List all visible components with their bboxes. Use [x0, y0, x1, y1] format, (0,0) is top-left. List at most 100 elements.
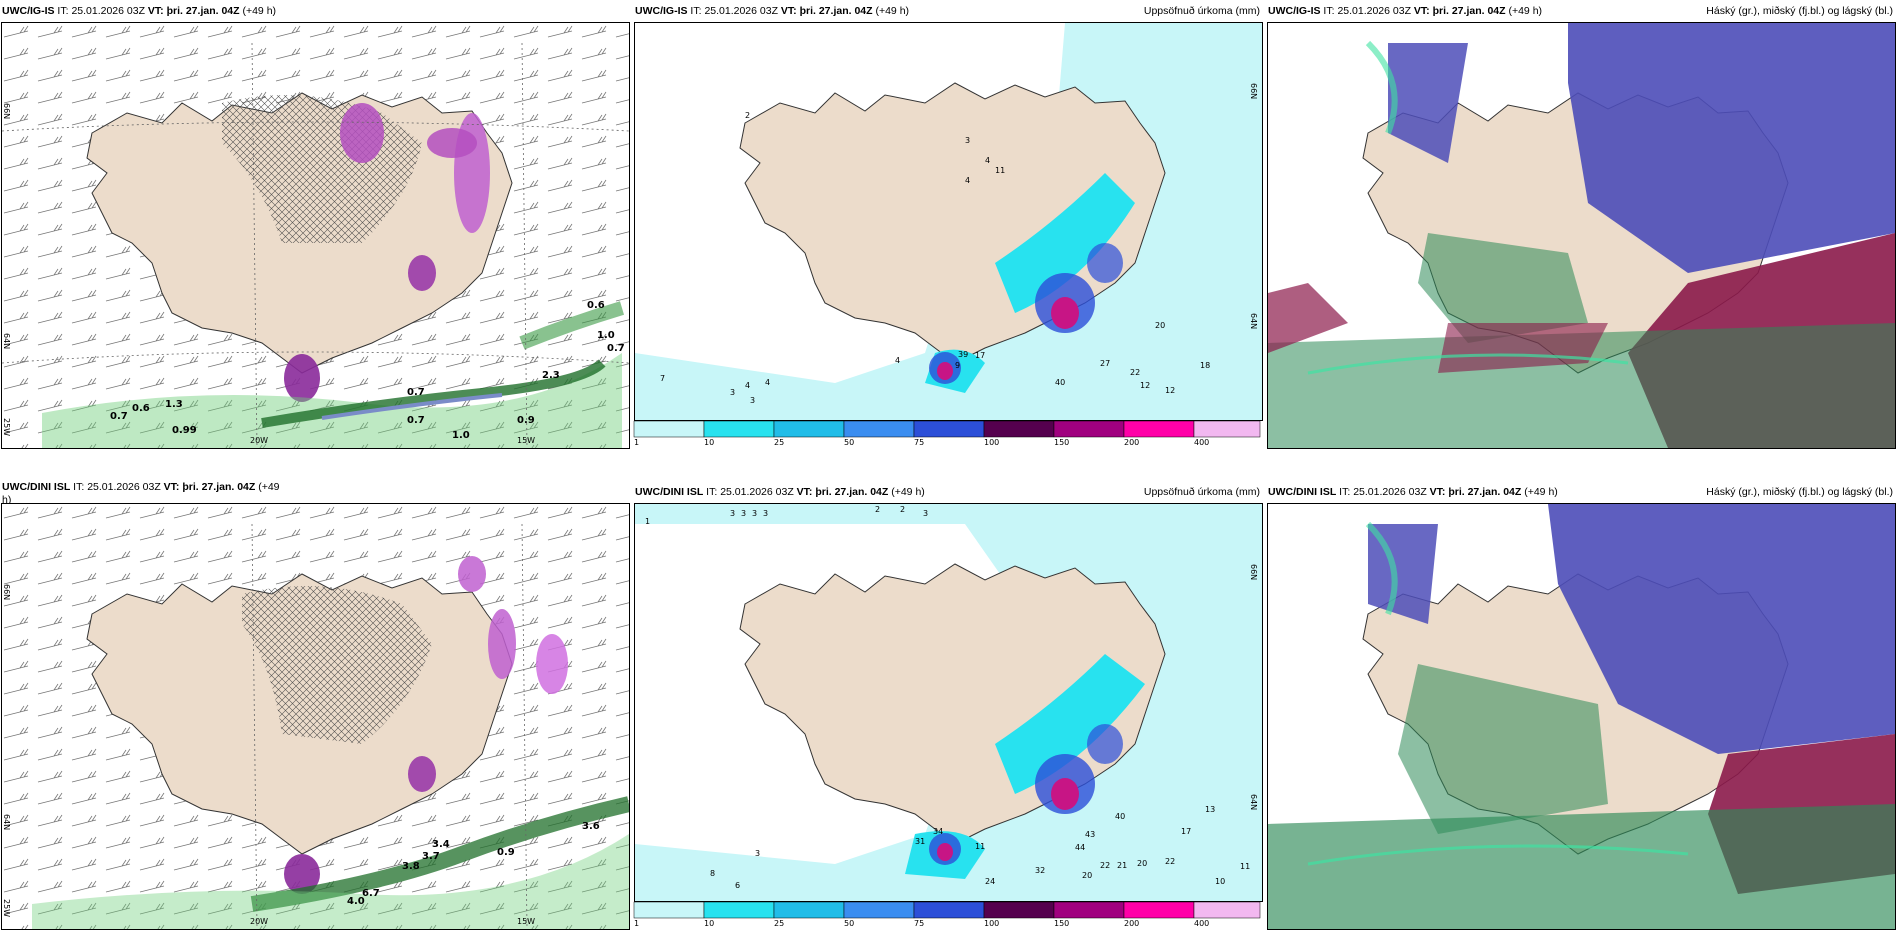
panel-top-left: UWC/IG-IS IT: 25.01.2026 03Z VT: þri. 27…: [0, 0, 631, 449]
colorbar-tick: 75: [914, 438, 924, 447]
value-label: 11: [975, 842, 985, 851]
colorbar-tick: 75: [914, 919, 924, 928]
value-label: 0.99: [172, 425, 197, 436]
value-label: 12: [1140, 381, 1150, 390]
value-label: 1.0: [452, 430, 470, 441]
value-label: 17: [975, 351, 985, 360]
colorbar-tick: 200: [1124, 438, 1139, 447]
value-label: 3: [752, 509, 757, 518]
panel-header: UWC/IG-IS IT: 25.01.2026 03Z VT: þri. 27…: [1268, 5, 1543, 17]
panel-bottom-middle: UWC/DINI ISL IT: 25.01.2026 03Z VT: þri.…: [633, 481, 1264, 930]
colorbar-tick: 150: [1054, 438, 1069, 447]
value-label: 4: [965, 176, 970, 185]
value-label: 40: [1055, 378, 1065, 387]
value-label: 3.7: [422, 851, 440, 862]
lon-label: 15W: [517, 917, 535, 926]
colorbar-tick: 150: [1054, 919, 1069, 928]
value-label: 2.3: [542, 370, 560, 381]
lon-label: 15W: [517, 436, 535, 445]
value-label: 20: [1137, 859, 1147, 868]
value-label: 20: [1155, 321, 1165, 330]
colorbar: 1 10 25 50 75 100 150 200 400: [633, 901, 1261, 928]
lon-label: 20W: [250, 436, 268, 445]
value-label: 40: [1115, 812, 1125, 821]
colorbar-tick: 50: [844, 919, 854, 928]
lat-label: 25W: [2, 418, 11, 436]
value-label: 3: [730, 388, 735, 397]
value-label: 31: [915, 837, 925, 846]
colorbar-tick: 400: [1194, 919, 1209, 928]
colorbar: 1 10 25 50 75 100 150 200 400: [633, 420, 1261, 447]
value-label: 4: [985, 156, 990, 165]
colorbar-tick: 1: [634, 438, 639, 447]
colorbar-tick: 200: [1124, 919, 1139, 928]
lat-label: 66N: [2, 584, 11, 600]
value-label: 22: [1130, 368, 1140, 377]
map-frame: 2 3 4 4 11 9 17 40 39 27 22 12 12 20 18 …: [634, 22, 1263, 421]
value-label: 4: [895, 356, 900, 365]
value-label: 1.3: [165, 399, 183, 410]
value-label: 3: [741, 509, 746, 518]
colorbar-tick: 50: [844, 438, 854, 447]
value-label: 4: [765, 378, 770, 387]
value-label: 0.7: [407, 387, 425, 398]
lat-label: 66N: [2, 103, 11, 119]
colorbar-tick: 10: [704, 919, 714, 928]
lat-label: 64N: [1249, 313, 1258, 329]
value-label: 9: [955, 361, 960, 370]
value-label: 11: [995, 166, 1005, 175]
value-label: 43: [1085, 830, 1095, 839]
value-label: 8: [710, 869, 715, 878]
value-label: 27: [1100, 359, 1110, 368]
lat-label: 64N: [1249, 794, 1258, 810]
value-label: 0.9: [497, 847, 515, 858]
value-label: 0.6: [132, 403, 150, 414]
value-label: 20: [1082, 871, 1092, 880]
colorbar-tick: 400: [1194, 438, 1209, 447]
value-label: 3.8: [402, 861, 420, 872]
value-label: 32: [1035, 866, 1045, 875]
panel-header: UWC/IG-IS IT: 25.01.2026 03Z VT: þri. 27…: [635, 5, 910, 17]
colorbar-tick: 25: [774, 919, 784, 928]
panel-bottom-right: UWC/DINI ISL IT: 25.01.2026 03Z VT: þri.…: [1266, 481, 1897, 930]
panel-header: UWC/DINI ISL IT: 25.01.2026 03Z VT: þri.…: [2, 481, 280, 493]
value-label: 6.7: [362, 888, 380, 899]
value-label: 4.0: [347, 896, 365, 907]
value-label: 39: [958, 350, 968, 359]
value-label: 24: [985, 877, 995, 886]
value-label: 0.6: [587, 300, 605, 311]
value-label: 11: [1240, 862, 1250, 871]
lon-label: 20W: [250, 917, 268, 926]
value-label: 0.9: [517, 415, 535, 426]
value-label: 4: [745, 381, 750, 390]
value-label: 7: [660, 374, 665, 383]
colorbar-tick: 100: [984, 438, 999, 447]
colorbar-tick: 10: [704, 438, 714, 447]
panel-header-wrap: h): [2, 494, 12, 506]
colorbar-tick: 1: [634, 919, 639, 928]
value-label: 3: [750, 396, 755, 405]
lat-label: 64N: [2, 814, 11, 830]
colorbar-tick: 25: [774, 438, 784, 447]
value-label: 0.7: [407, 415, 425, 426]
value-label: 2: [745, 111, 750, 120]
value-label: 22: [1165, 857, 1175, 866]
value-label: 34: [933, 827, 943, 836]
panel-header: UWC/DINI ISL IT: 25.01.2026 03Z VT: þri.…: [635, 486, 925, 498]
panel-title: Uppsöfnuð úrkoma (mm): [1143, 5, 1260, 17]
panel-top-middle: UWC/IG-IS IT: 25.01.2026 03Z VT: þri. 27…: [633, 0, 1264, 449]
value-label: 12: [1165, 386, 1175, 395]
map-frame: 66N 64N 25W 20W 15W 0.6 1.0 0.7 0.6 0.7 …: [1, 22, 630, 449]
value-label: 1: [645, 517, 650, 526]
panel-header: UWC/DINI ISL IT: 25.01.2026 03Z VT: þri.…: [1268, 486, 1558, 498]
lat-label: 64N: [2, 333, 11, 349]
panel-title: Háský (gr.), miðský (fj.bl.) og lágský (…: [1706, 5, 1893, 17]
panel-bottom-left: UWC/DINI ISL IT: 25.01.2026 03Z VT: þri.…: [0, 481, 631, 930]
lat-label: 66N: [1249, 564, 1258, 580]
panel-title: Uppsöfnuð úrkoma (mm): [1143, 486, 1260, 498]
value-label: 18: [1200, 361, 1210, 370]
panel-title: Háský (gr.), miðský (fj.bl.) og lágský (…: [1706, 486, 1893, 498]
map-frame: 66N 64N 25W 20W 15W 3.6 3.4 3.7 0.9 3.8 …: [1, 503, 630, 930]
lat-label: 25W: [2, 899, 11, 917]
value-label: 3: [965, 136, 970, 145]
